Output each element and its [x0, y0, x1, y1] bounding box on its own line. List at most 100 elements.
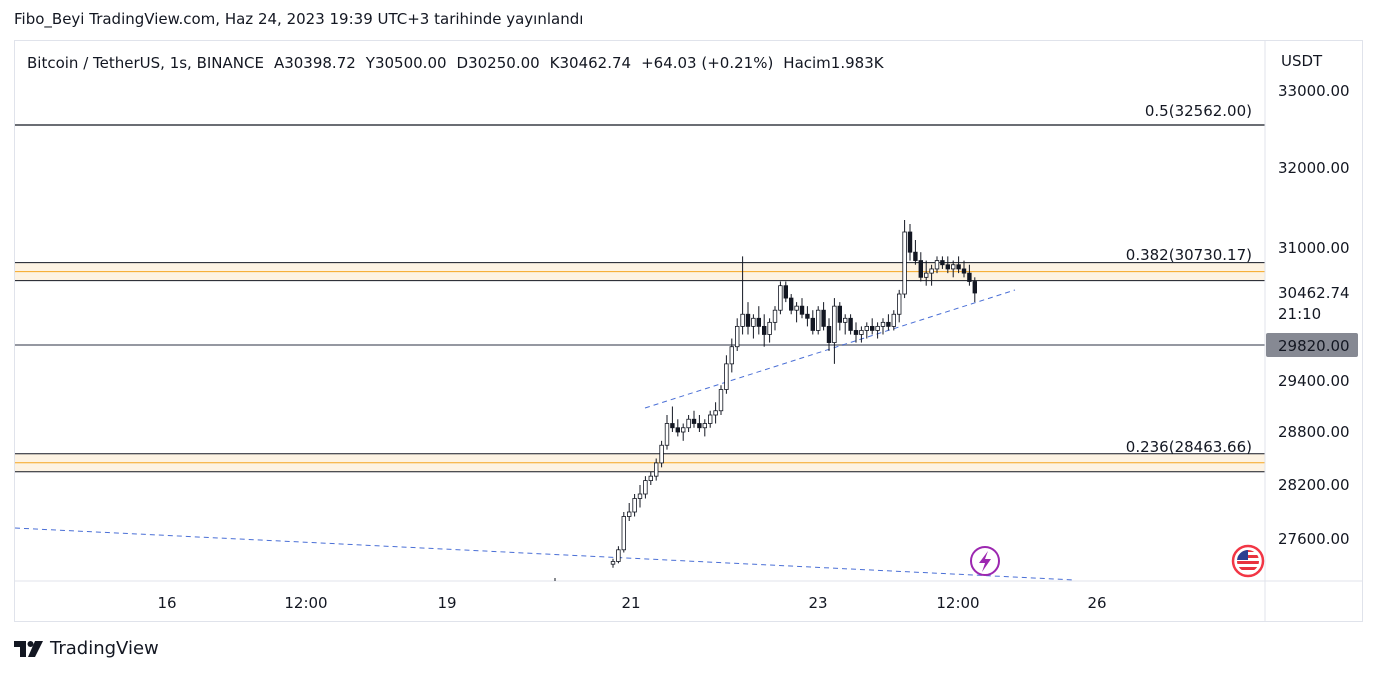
- candle-body: [767, 321, 772, 335]
- chart-frame[interactable]: [14, 40, 1363, 622]
- candle-body: [762, 325, 767, 335]
- price-tick-label: 33000.00: [1278, 82, 1350, 100]
- candle-body: [724, 363, 729, 390]
- tradingview-logo-text: TradingView: [50, 638, 159, 659]
- time-tick-label: 26: [1087, 594, 1106, 612]
- candle-body: [783, 285, 788, 299]
- candle-body: [816, 309, 821, 331]
- time-tick-label: 12:00: [936, 594, 979, 612]
- change-value: +64.03 (+0.21%): [641, 54, 774, 72]
- candle-body: [643, 480, 648, 495]
- last-price-label: 30462.74: [1278, 284, 1350, 302]
- fib-label-0-382: 0.382(30730.17): [1126, 246, 1252, 264]
- candle-body: [843, 317, 848, 323]
- candle-body: [961, 268, 967, 274]
- price-tick-label: 31000.00: [1278, 239, 1350, 257]
- fib-label-0-5: 0.5(32562.00): [1145, 102, 1252, 120]
- candle-body: [864, 325, 869, 331]
- publish-info: Fibo_Beyi TradingView.com, Haz 24, 2023 …: [14, 10, 584, 28]
- candle-body: [799, 305, 805, 315]
- candle-body: [670, 423, 675, 429]
- candle-body: [940, 260, 945, 266]
- candle-body: [880, 321, 886, 327]
- candle-body: [697, 423, 702, 429]
- us-flag-icon[interactable]: [1231, 544, 1265, 578]
- candle-body: [907, 231, 913, 253]
- candle-body: [637, 493, 643, 499]
- fib-zones: [15, 262, 1265, 473]
- candle-body: [675, 427, 680, 433]
- low-value: D30250.00: [456, 54, 540, 72]
- time-tick-label: 19: [437, 594, 456, 612]
- time-tick-label: 16: [157, 594, 176, 612]
- symbol-name[interactable]: Bitcoin / TetherUS, 1s, BINANCE: [27, 54, 264, 72]
- candle-body: [691, 418, 697, 424]
- trendline-lower: [14, 527, 1076, 581]
- trendline-upper: [644, 289, 1016, 409]
- candle-body: [610, 561, 616, 565]
- candle-body: [681, 427, 686, 433]
- candle-body: [621, 516, 626, 551]
- candle-body: [902, 231, 907, 295]
- candle-body: [897, 293, 902, 315]
- candle-body: [848, 317, 853, 331]
- candle-body: [729, 346, 734, 365]
- time-tick-label: 23: [808, 594, 827, 612]
- price-tick-label: 27600.00: [1278, 530, 1350, 548]
- price-tick-label: 28800.00: [1278, 423, 1350, 441]
- candle-body: [708, 414, 713, 424]
- candle-body: [648, 475, 653, 481]
- candle-body: [659, 444, 664, 464]
- candle-body: [934, 260, 940, 270]
- price-axis: 33000.00 32000.00 31000.00 29400.00 28800.00…: [1278, 82, 1350, 548]
- price-tick-label: 32000.00: [1278, 159, 1350, 177]
- lightning-event-icon[interactable]: [970, 546, 1000, 576]
- tradingview-logo[interactable]: TradingView: [14, 638, 159, 659]
- candle-body: [913, 251, 918, 261]
- candle-body: [778, 285, 783, 311]
- candle-countdown: 21:10: [1278, 305, 1321, 323]
- candle-body: [735, 325, 740, 348]
- currency-label: USDT: [1281, 52, 1323, 70]
- candle-body: [794, 305, 799, 311]
- candle-body: [972, 281, 977, 294]
- candle-body: [713, 410, 718, 416]
- candle-body: [772, 309, 778, 323]
- high-value: Y30500.00: [365, 54, 447, 72]
- candle-body: [945, 264, 950, 270]
- candle-body: [859, 330, 864, 335]
- candle-body: [718, 389, 724, 412]
- candle-body: [616, 549, 621, 562]
- price-tick-label: 28200.00: [1278, 476, 1350, 494]
- candle-body: [664, 423, 670, 446]
- candle-body: [967, 272, 972, 282]
- close-value: K30462.74: [549, 54, 632, 72]
- candle-body: [853, 330, 859, 335]
- candle-body: [654, 462, 659, 477]
- candle-body: [810, 317, 815, 331]
- candle-body: [821, 309, 826, 327]
- candle-body: [870, 325, 875, 331]
- candle-body: [929, 268, 934, 274]
- candle-body: [756, 317, 761, 327]
- level-price-badge: [1266, 333, 1358, 357]
- candle-body: [891, 313, 896, 327]
- symbol-info-bar: Bitcoin / TetherUS, 1s, BINANCE A30398.72…: [27, 54, 894, 72]
- candle-body: [956, 264, 961, 270]
- candle-body: [632, 498, 637, 513]
- candle-body: [751, 317, 756, 327]
- candle-body: [924, 272, 929, 278]
- candle-body: [837, 305, 842, 323]
- candle-body: [875, 325, 880, 331]
- open-value: A30398.72: [273, 54, 356, 72]
- tradingview-logo-icon: [14, 640, 43, 657]
- fib-label-0-236: 0.236(28463.66): [1126, 438, 1252, 456]
- candle-body: [686, 418, 691, 429]
- time-tick-label: 21: [621, 594, 640, 612]
- candle-body: [832, 305, 837, 343]
- time-axis: 16 12:00 19 21 23 12:00 26: [157, 594, 1106, 612]
- candle-body: [826, 325, 832, 343]
- candle-body: [740, 313, 745, 327]
- candle-body: [918, 260, 923, 278]
